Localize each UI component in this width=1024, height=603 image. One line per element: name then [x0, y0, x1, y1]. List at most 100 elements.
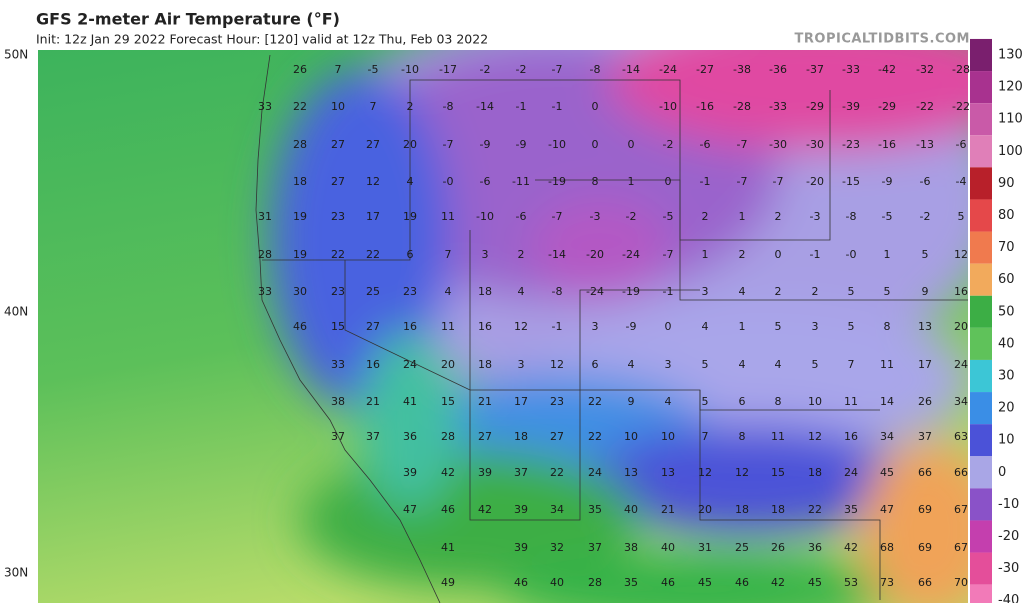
state-border — [699, 390, 881, 600]
temperature-value: 27 — [331, 138, 345, 151]
temperature-value: -23 — [842, 138, 860, 151]
colorbar-label: 90 — [998, 176, 1015, 191]
temperature-value: 22 — [808, 503, 822, 516]
temperature-value: 6 — [407, 248, 414, 261]
temperature-value: 30 — [293, 285, 307, 298]
temperature-value: -3 — [590, 210, 601, 223]
temperature-value: 25 — [735, 541, 749, 554]
temperature-value: 5 — [812, 358, 819, 371]
temperature-value: -7 — [773, 175, 784, 188]
temperature-value: -9 — [882, 175, 893, 188]
temperature-value: 18 — [735, 503, 749, 516]
temperature-value: -1 — [663, 285, 674, 298]
temperature-value: 12 — [366, 175, 380, 188]
temperature-value: 5 — [848, 285, 855, 298]
temperature-value: 36 — [808, 541, 822, 554]
temperature-value: 11 — [441, 210, 455, 223]
temperature-value: 2 — [702, 210, 709, 223]
colorbar-label: 40 — [998, 336, 1015, 351]
temperature-value: -6 — [516, 210, 527, 223]
temperature-value: 14 — [880, 395, 894, 408]
temperature-value: -11 — [512, 175, 530, 188]
temperature-value: 5 — [702, 358, 709, 371]
temperature-value: -8 — [443, 100, 454, 113]
source-credit: TROPICALTIDBITS.COM — [795, 32, 970, 47]
temperature-value: -24 — [622, 248, 640, 261]
temperature-value: 42 — [478, 503, 492, 516]
map-subtitle: Init: 12z Jan 29 2022 Forecast Hour: [12… — [36, 32, 488, 47]
temperature-value: 7 — [370, 100, 377, 113]
temperature-value: 47 — [403, 503, 417, 516]
temperature-value: 46 — [293, 320, 307, 333]
temperature-value: 9 — [628, 395, 635, 408]
temperature-value: 3 — [592, 320, 599, 333]
colorbar-label: 130 — [998, 48, 1023, 63]
temperature-value: -8 — [846, 210, 857, 223]
temperature-value: 24 — [844, 466, 858, 479]
temperature-value: 73 — [880, 576, 894, 589]
temperature-value: -10 — [476, 210, 494, 223]
temperature-value: 10 — [661, 430, 675, 443]
colorbar-segment — [970, 295, 992, 328]
temperature-value: 7 — [445, 248, 452, 261]
temperature-value: 37 — [588, 541, 602, 554]
temperature-value: 28 — [258, 248, 272, 261]
temperature-value: 18 — [293, 175, 307, 188]
colorbar-segment — [970, 392, 992, 425]
temperature-value: 10 — [808, 395, 822, 408]
temperature-value: -2 — [663, 138, 674, 151]
temperature-value: -9 — [516, 138, 527, 151]
temperature-value: -33 — [769, 100, 787, 113]
temperature-value: -19 — [548, 175, 566, 188]
colorbar-segment — [970, 488, 992, 521]
temperature-value: -10 — [548, 138, 566, 151]
map-area — [38, 50, 968, 603]
temperature-value: -28 — [733, 100, 751, 113]
temperature-value: -5 — [368, 63, 379, 76]
temperature-value: 11 — [771, 430, 785, 443]
temperature-value: -6 — [920, 175, 931, 188]
temperature-value: 1 — [739, 320, 746, 333]
colorbar-label: -20 — [998, 529, 1019, 544]
temperature-value: 3 — [702, 285, 709, 298]
temperature-value: -30 — [769, 138, 787, 151]
temperature-value: -7 — [663, 248, 674, 261]
temperature-value: 53 — [844, 576, 858, 589]
temperature-value: -24 — [659, 63, 677, 76]
temperature-value: 22 — [550, 466, 564, 479]
temperature-value: 21 — [366, 395, 380, 408]
temperature-value: 5 — [702, 395, 709, 408]
temperature-value: -28 — [952, 63, 970, 76]
temperature-value: 4 — [775, 358, 782, 371]
temperature-value: 67 — [954, 541, 968, 554]
temperature-value: -8 — [552, 285, 563, 298]
temperature-value: 16 — [403, 320, 417, 333]
temperature-value: 22 — [366, 248, 380, 261]
temperature-value: 21 — [661, 503, 675, 516]
temperature-value: -1 — [552, 320, 563, 333]
temperature-value: 15 — [331, 320, 345, 333]
temperature-value: -36 — [769, 63, 787, 76]
latitude-label: 30N — [4, 566, 28, 580]
temperature-value: 9 — [922, 285, 929, 298]
temperature-value: 33 — [258, 285, 272, 298]
temperature-value: 42 — [771, 576, 785, 589]
temperature-value: 37 — [331, 430, 345, 443]
temperature-value: 39 — [514, 503, 528, 516]
temperature-value: 8 — [884, 320, 891, 333]
colorbar-segment — [970, 327, 992, 360]
temperature-value: 41 — [441, 541, 455, 554]
temperature-value: 39 — [403, 466, 417, 479]
temperature-value: 70 — [954, 576, 968, 589]
temperature-value: 22 — [293, 100, 307, 113]
temperature-value: 34 — [550, 503, 564, 516]
temperature-value: 12 — [698, 466, 712, 479]
temperature-value: 5 — [848, 320, 855, 333]
temperature-value: 7 — [848, 358, 855, 371]
colorbar-segment — [970, 231, 992, 264]
temperature-value: 5 — [922, 248, 929, 261]
colorbar-segment — [970, 520, 992, 553]
temperature-value: 4 — [739, 358, 746, 371]
temperature-value: 21 — [478, 395, 492, 408]
temperature-value: 4 — [407, 175, 414, 188]
